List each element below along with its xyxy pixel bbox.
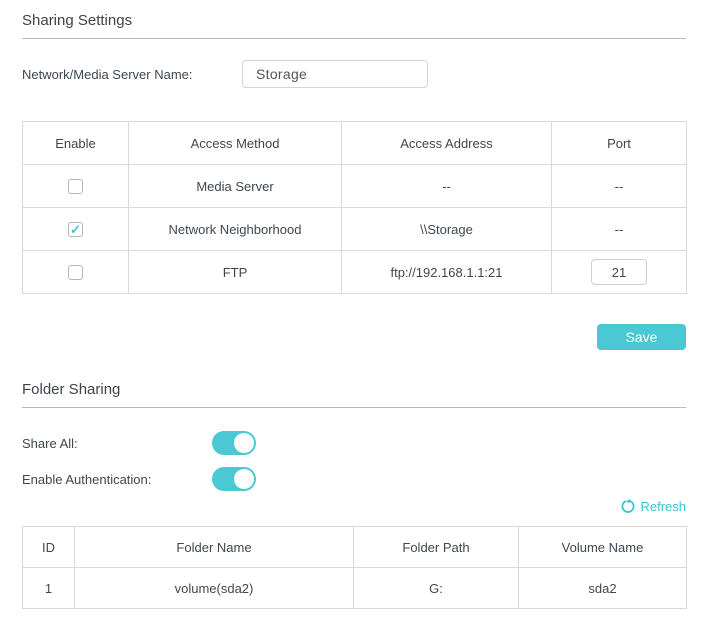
toggle-knob (234, 433, 254, 453)
port-cell: -- (551, 164, 687, 208)
table-row-network-neighborhood: Network Neighborhood \\Storage -- (22, 207, 687, 251)
folder-path-cell: G: (353, 567, 519, 609)
server-name-input[interactable] (242, 60, 428, 88)
toggle-knob (234, 469, 254, 489)
share-all-label: Share All: (22, 435, 78, 451)
ftp-port-input[interactable] (591, 259, 647, 285)
col-header-folder-name: Folder Name (74, 526, 354, 568)
folder-name-cell: volume(sda2) (74, 567, 354, 609)
network-neighborhood-enable-checkbox[interactable] (68, 222, 83, 238)
folder-table-header-row: ID Folder Name Folder Path Volume Name (22, 526, 687, 568)
section-divider (22, 38, 686, 39)
col-header-id: ID (22, 526, 75, 568)
folder-table-row: 1 volume(sda2) G: sda2 (22, 567, 687, 609)
enable-authentication-label: Enable Authentication: (22, 471, 152, 487)
access-method-cell: Media Server (128, 164, 342, 208)
access-address-cell: \\Storage (341, 207, 552, 251)
folder-sharing-title: Folder Sharing (22, 381, 121, 398)
access-address-cell: -- (341, 164, 552, 208)
col-header-access-address: Access Address (341, 121, 552, 165)
media-server-enable-checkbox[interactable] (68, 179, 83, 195)
save-row: Save (22, 324, 686, 350)
col-header-port: Port (551, 121, 687, 165)
save-button[interactable]: Save (597, 324, 686, 350)
col-header-access-method: Access Method (128, 121, 342, 165)
enable-authentication-row: Enable Authentication: (22, 467, 686, 491)
share-all-row: Share All: (22, 431, 686, 455)
server-name-label: Network/Media Server Name: (22, 66, 193, 82)
access-method-cell: Network Neighborhood (128, 207, 342, 251)
enable-authentication-toggle[interactable] (212, 467, 256, 491)
server-name-row: Network/Media Server Name: (22, 60, 686, 88)
id-cell: 1 (22, 567, 75, 609)
refresh-row: Refresh (22, 498, 686, 514)
sharing-settings-title: Sharing Settings (22, 12, 133, 29)
access-address-cell: ftp://192.168.1.1:21 (341, 250, 552, 294)
section-divider (22, 407, 686, 408)
port-cell: -- (551, 207, 687, 251)
refresh-button[interactable]: Refresh (620, 499, 686, 514)
folder-list-table: ID Folder Name Folder Path Volume Name 1… (22, 526, 687, 609)
access-method-cell: FTP (128, 250, 342, 294)
volume-name-cell: sda2 (518, 567, 687, 609)
table-row-ftp: FTP ftp://192.168.1.1:21 (22, 250, 687, 294)
refresh-icon (620, 498, 635, 514)
share-all-toggle[interactable] (212, 431, 256, 455)
col-header-enable: Enable (22, 121, 129, 165)
access-method-table: Enable Access Method Access Address Port… (22, 121, 687, 294)
ftp-enable-checkbox[interactable] (68, 265, 83, 281)
access-table-header-row: Enable Access Method Access Address Port (22, 121, 687, 165)
table-row-media-server: Media Server -- -- (22, 164, 687, 208)
col-header-volume-name: Volume Name (518, 526, 687, 568)
refresh-label: Refresh (640, 498, 686, 514)
col-header-folder-path: Folder Path (353, 526, 519, 568)
